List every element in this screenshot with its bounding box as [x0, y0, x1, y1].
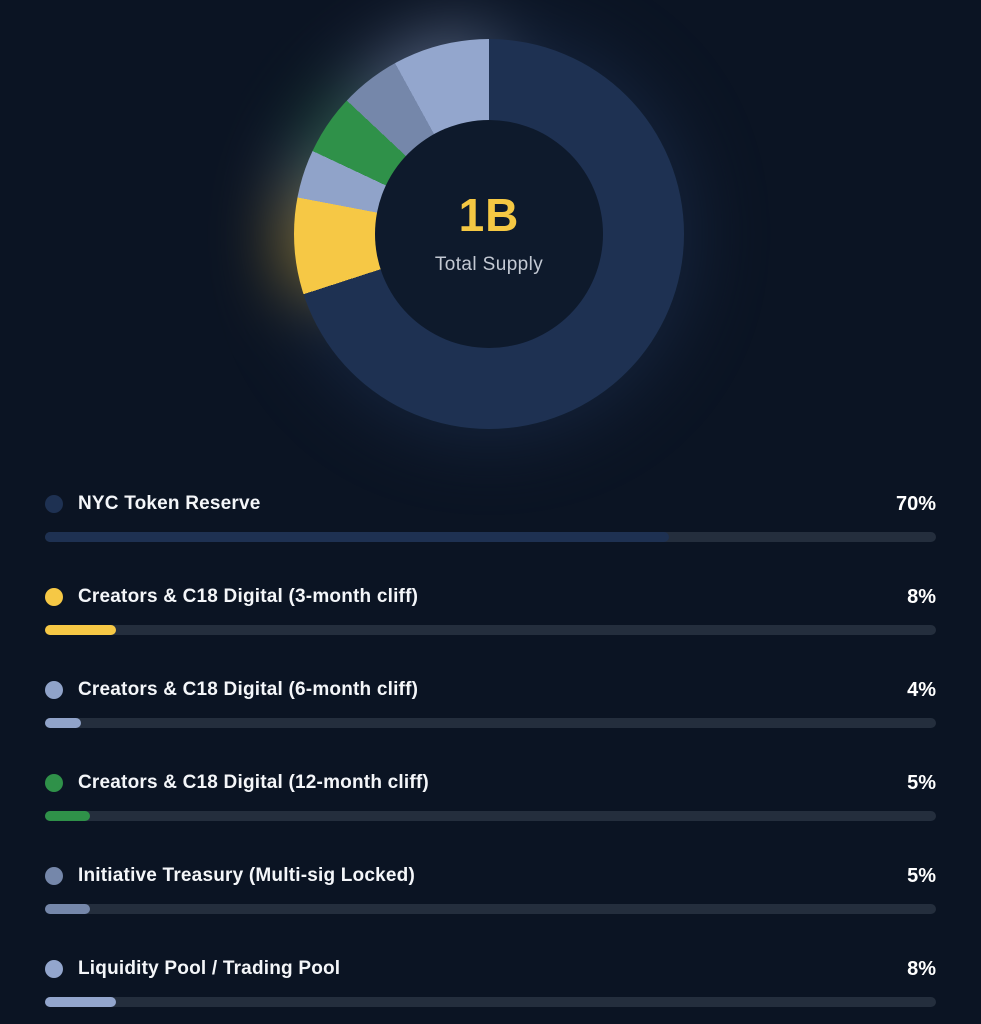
total-supply-label: Total Supply	[434, 254, 544, 275]
legend-color-dot	[45, 681, 63, 699]
legend-row-header: Liquidity Pool / Trading Pool 8%	[45, 957, 936, 981]
donut-chart: 1B Total Supply	[284, 29, 694, 439]
allocation-bar-fill	[45, 718, 81, 728]
legend-row: Creators & C18 Digital (3-month cliff) 8…	[45, 585, 936, 635]
allocation-label: Creators & C18 Digital (6-month cliff)	[78, 679, 419, 700]
legend-row-header: Creators & C18 Digital (6-month cliff) 4…	[45, 678, 936, 702]
legend-color-dot	[45, 588, 63, 606]
legend-row: Liquidity Pool / Trading Pool 8%	[45, 957, 936, 1007]
allocation-bar-track	[45, 625, 936, 635]
allocation-percent: 4%	[907, 678, 936, 701]
total-supply-value: 1B	[458, 189, 520, 241]
allocation-percent: 8%	[907, 585, 936, 608]
legend-row: Creators & C18 Digital (6-month cliff) 4…	[45, 678, 936, 728]
legend-row-header: Creators & C18 Digital (3-month cliff) 8…	[45, 585, 936, 609]
legend-row-header: Initiative Treasury (Multi-sig Locked) 5…	[45, 864, 936, 888]
legend-row: Initiative Treasury (Multi-sig Locked) 5…	[45, 864, 936, 914]
allocation-bar-track	[45, 532, 936, 542]
allocation-percent: 5%	[907, 864, 936, 887]
legend-row-header: Creators & C18 Digital (12-month cliff) …	[45, 771, 936, 795]
legend-color-dot	[45, 867, 63, 885]
allocation-label: Creators & C18 Digital (12-month cliff)	[78, 772, 429, 793]
allocation-label: NYC Token Reserve	[78, 493, 261, 514]
donut-center: 1B Total Supply	[375, 120, 603, 348]
allocation-bar-track	[45, 718, 936, 728]
allocation-percent: 5%	[907, 771, 936, 794]
legend-color-dot	[45, 774, 63, 792]
allocation-bar-fill	[45, 532, 669, 542]
allocation-bar-track	[45, 811, 936, 821]
legend-row: NYC Token Reserve 70%	[45, 492, 936, 542]
allocation-bar-track	[45, 904, 936, 914]
allocation-label: Initiative Treasury (Multi-sig Locked)	[78, 865, 416, 886]
allocation-label: Creators & C18 Digital (3-month cliff)	[78, 586, 419, 607]
allocation-percent: 8%	[907, 957, 936, 980]
allocation-bar-track	[45, 997, 936, 1007]
legend-color-dot	[45, 960, 63, 978]
allocation-bar-fill	[45, 904, 90, 914]
legend-color-dot	[45, 495, 63, 513]
legend-row-header: NYC Token Reserve 70%	[45, 492, 936, 516]
allocation-bar-fill	[45, 997, 117, 1007]
allocation-label: Liquidity Pool / Trading Pool	[78, 958, 341, 979]
allocation-percent: 70%	[895, 492, 936, 515]
allocation-legend: NYC Token Reserve 70% Creators & C18 Dig…	[45, 492, 936, 1024]
legend-row: Creators & C18 Digital (12-month cliff) …	[45, 771, 936, 821]
allocation-bar-fill	[45, 625, 117, 635]
allocation-bar-fill	[45, 811, 90, 821]
